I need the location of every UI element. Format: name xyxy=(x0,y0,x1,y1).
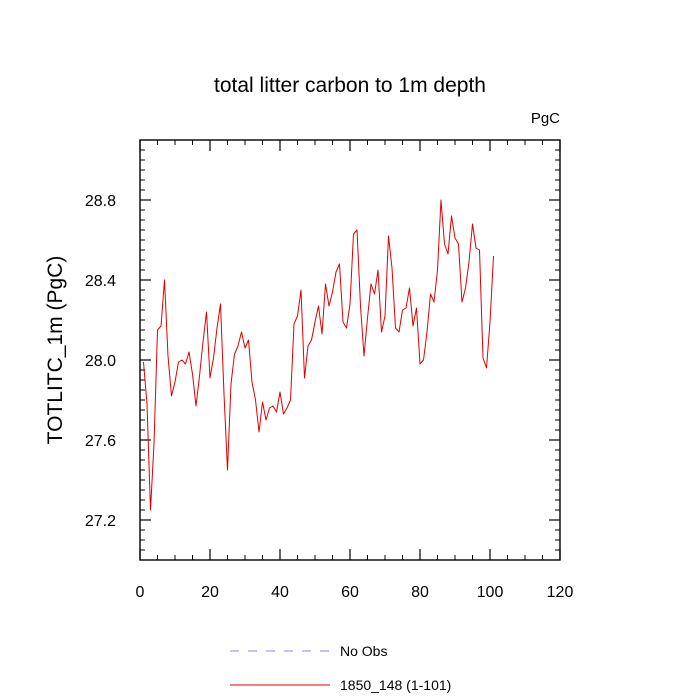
minor-ticks xyxy=(139,139,561,561)
legend-label: 1850_148 (1-101) xyxy=(340,677,451,693)
x-tick-label: 120 xyxy=(547,584,574,601)
y-axis-label: TOTLITC_1m (PgC) xyxy=(44,256,67,445)
y-tick-label: 27.6 xyxy=(85,433,116,450)
tick-labels: 0 20 40 60 80 100 120 27.2 27.6 28.0 28.4 28.8 xyxy=(85,193,574,601)
legend: No Obs 1850_148 (1-101) xyxy=(230,643,451,693)
x-tick-label: 80 xyxy=(411,584,429,601)
legend-label: No Obs xyxy=(340,643,387,659)
x-tick-label: 100 xyxy=(477,584,504,601)
x-tick-label: 0 xyxy=(136,584,145,601)
chart-title: total litter carbon to 1m depth xyxy=(214,74,486,97)
y-tick-label: 28.8 xyxy=(85,193,116,210)
y-tick-label: 28.4 xyxy=(85,273,116,290)
series-lines xyxy=(143,199,494,511)
units-label: PgC xyxy=(531,110,560,127)
y-tick-label: 27.2 xyxy=(85,513,116,530)
series-line xyxy=(143,199,494,511)
plot-frame xyxy=(139,139,561,561)
x-tick-label: 20 xyxy=(201,584,219,601)
x-tick-label: 40 xyxy=(271,584,289,601)
x-tick-label: 60 xyxy=(341,584,359,601)
major-ticks xyxy=(139,140,561,560)
y-axis-label-group: TOTLITC_1m (PgC) xyxy=(44,256,67,445)
y-tick-label: 28.0 xyxy=(85,353,116,370)
